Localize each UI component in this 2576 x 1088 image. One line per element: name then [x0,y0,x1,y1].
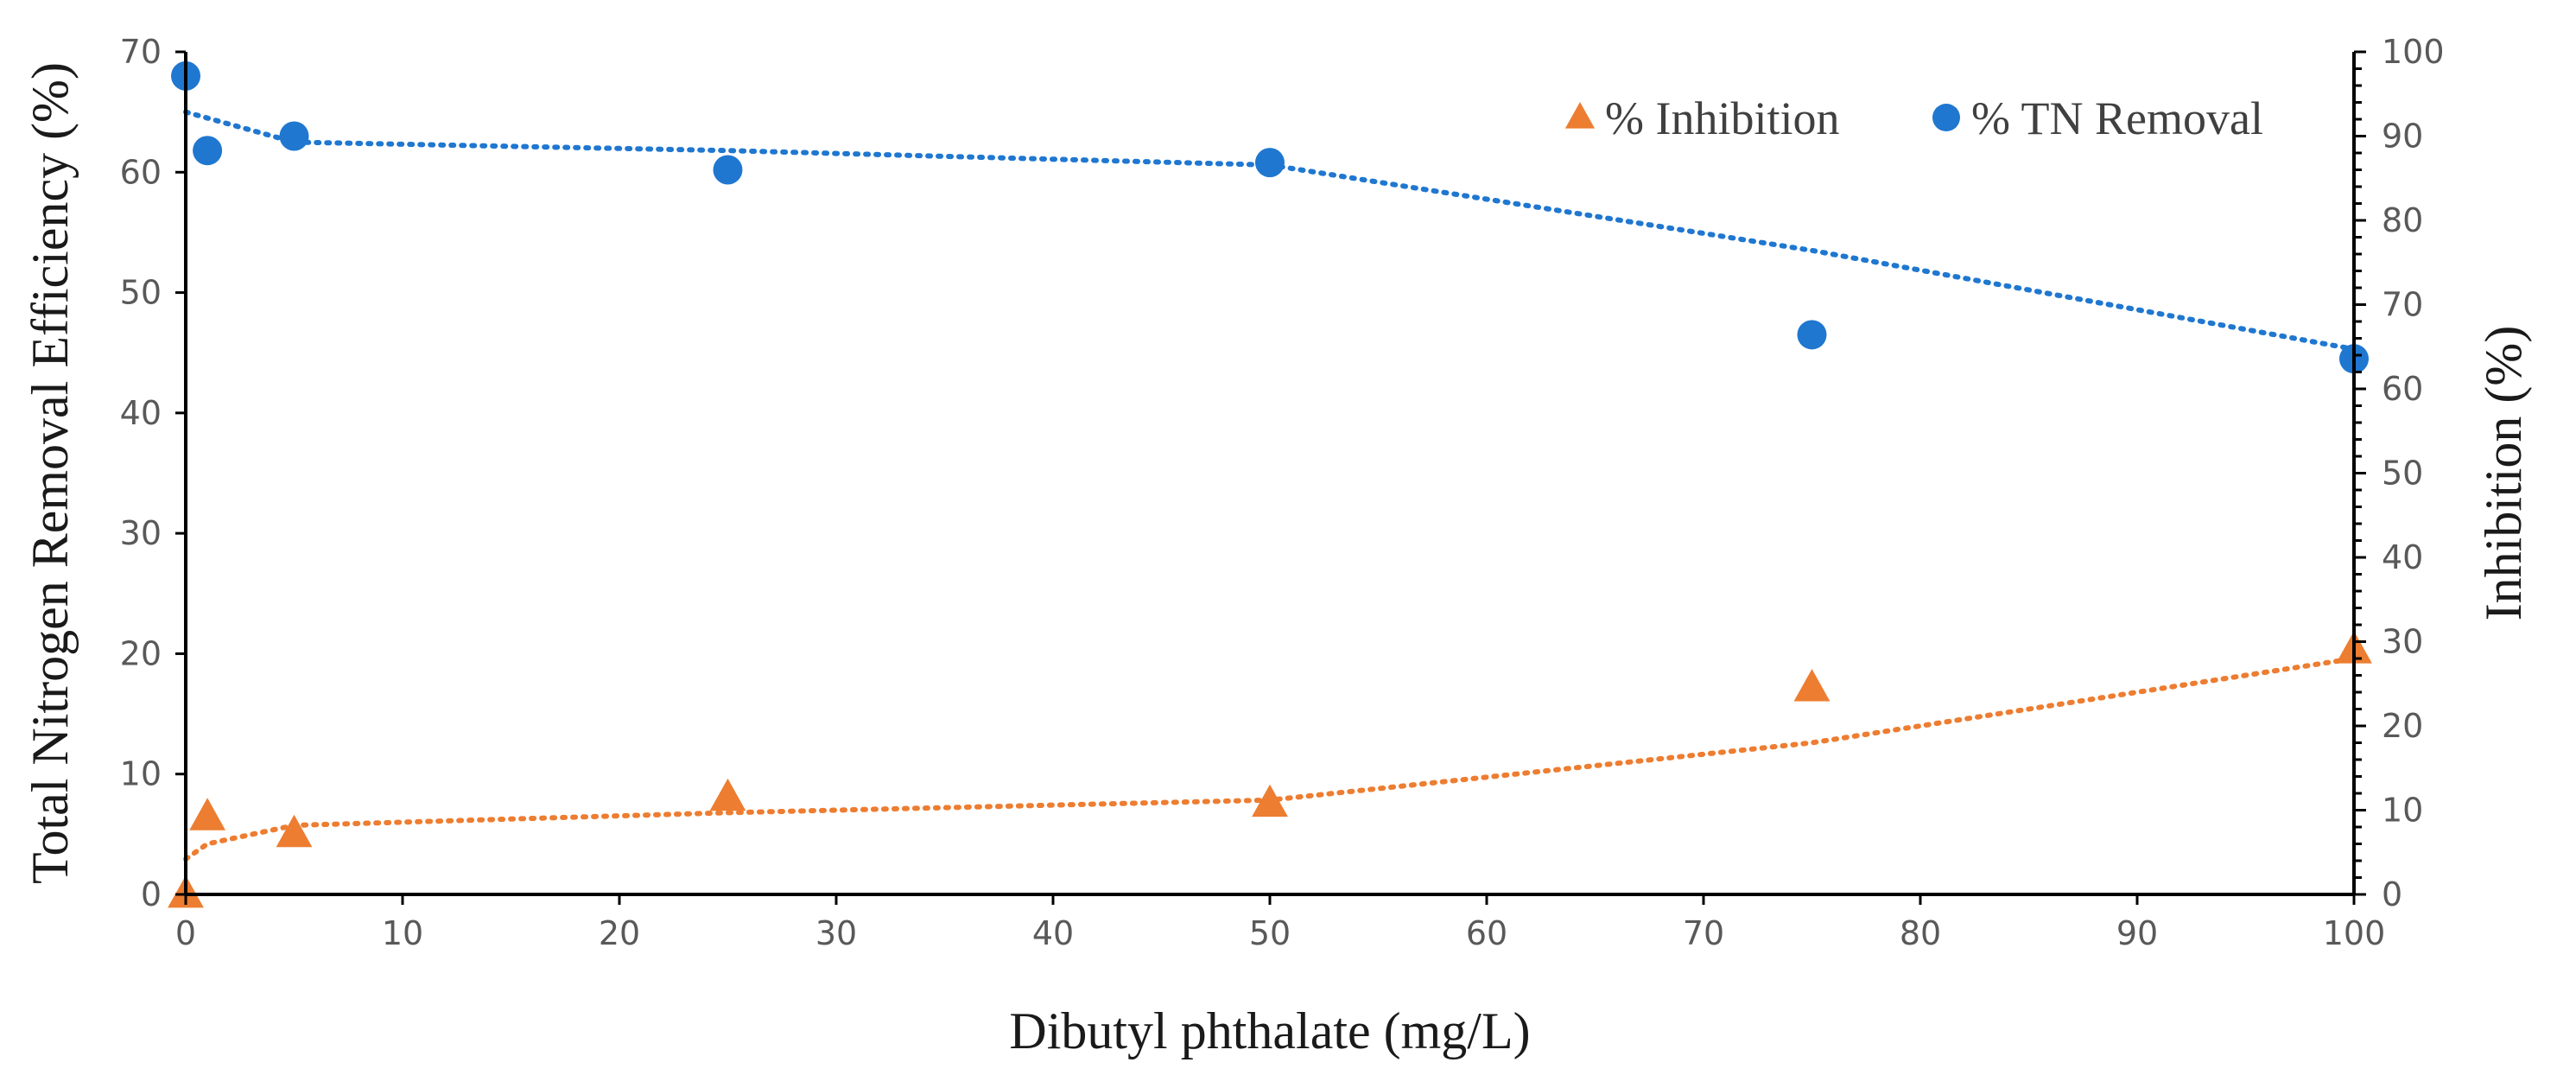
y-right-tick-label: 10 [2382,792,2423,830]
legend-inhibition-marker [1564,102,1596,129]
y-left-tick-label: 70 [120,33,162,71]
x-tick-label: 70 [1683,914,1724,952]
plot-area [168,60,2372,908]
x-tick-label: 50 [1249,914,1291,952]
inhibition-point [1793,669,1830,702]
x-tick-label: 90 [2116,914,2158,952]
y-left-tick-label: 40 [120,394,162,432]
y-right-tick-label: 40 [2382,538,2423,576]
y-right-tick-label: 20 [2382,707,2423,745]
legend-tn-removal-marker [1932,104,1960,131]
x-tick-label: 30 [815,914,857,952]
inhibition-point [1252,784,1288,818]
y-left-tick-label: 20 [120,634,162,672]
x-tick-label: 100 [2323,914,2386,952]
tn-removal-point [713,155,743,185]
y-left-tick-label: 30 [120,514,162,552]
y-right-tick-label: 100 [2382,33,2445,71]
tn-removal-trendline [183,109,2357,353]
y-left-tick-label: 50 [120,274,162,312]
ticks: 0 10 20 30 40 50 60 70 80 90 100010203040506070010… [120,33,2445,952]
x-tick-label: 0 [175,914,196,952]
legend: % Inhibition % TN Removal [1564,92,2263,144]
y-right-tick-label: 60 [2382,370,2423,408]
y-right-tick-label: 0 [2382,875,2402,913]
tn-removal-point [1255,148,1285,178]
inhibition-point [709,778,746,811]
x-tick-label: 20 [599,914,640,952]
inhibition-point [276,814,313,848]
tn-removal-point [1797,320,1827,350]
y-left-tick-label: 0 [141,875,162,913]
y-left-tick-label: 10 [120,755,162,793]
tn-removal-point [193,136,223,166]
y-right-tick-label: 30 [2382,623,2423,661]
y-axis-left-title: Total Nitrogen Removal Efficiency (%) [22,62,79,884]
axes [184,52,2356,896]
inhibition-point [189,798,225,830]
y-right-tick-label: 90 [2382,118,2423,156]
legend-tn-removal-label: % TN Removal [1971,92,2263,144]
y-axis-right-title: Inhibition (%) [2475,326,2532,621]
legend-inhibition-label: % Inhibition [1605,92,1839,144]
x-tick-label: 60 [1466,914,1507,952]
y-right-tick-label: 50 [2382,455,2423,493]
x-tick-label: 80 [1900,914,1941,952]
x-axis-title: Dibutyl phthalate (mg/L) [1009,1002,1530,1059]
inhibition-trendline [183,656,2357,862]
y-right-tick-label: 70 [2382,286,2423,324]
x-tick-label: 10 [382,914,423,952]
x-tick-label: 40 [1032,914,1074,952]
y-right-tick-label: 80 [2382,201,2423,239]
tn-removal-point [279,121,309,151]
y-left-tick-label: 60 [120,153,162,191]
